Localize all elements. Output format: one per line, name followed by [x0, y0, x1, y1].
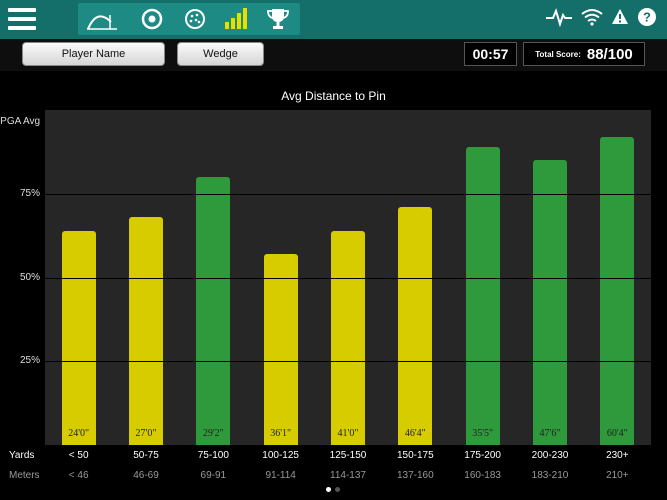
chart-bar[interactable]: 35'5" [465, 146, 500, 445]
chart-bar[interactable]: 24'0" [61, 230, 96, 445]
x-tick-label-yards: 75-100 [197, 450, 229, 461]
y-tick-label: 75% [19, 187, 40, 199]
x-tick-label-meters: 114-137 [330, 470, 366, 481]
bar-value-label: 35'5" [472, 428, 494, 439]
x-tick-label-meters: 46-69 [133, 470, 159, 481]
chart-bar[interactable]: 41'0" [331, 230, 365, 445]
x-tick-label-meters: 69-91 [200, 470, 227, 481]
x-tick-label-yards: 50-75 [133, 450, 159, 461]
session-timer: 00:57 [464, 42, 517, 66]
signal-bars-icon[interactable] [218, 3, 254, 35]
page-dot[interactable] [326, 487, 331, 492]
yards-row-label: Yards [9, 450, 35, 461]
total-score-box: Total Score: 88/100 [523, 42, 645, 66]
bar-value-label: 29'2" [202, 428, 224, 439]
gridline [45, 361, 651, 363]
y-tick-label: 50% [19, 271, 40, 283]
bar-value-label: 27'0" [135, 428, 157, 439]
x-tick-label-yards: 200-230 [531, 450, 569, 461]
chart-bar[interactable]: 36'1" [263, 254, 298, 445]
heartbeat-icon[interactable] [545, 7, 573, 32]
menu-icon[interactable] [8, 8, 36, 30]
x-tick-label-meters: 160-183 [464, 470, 501, 481]
help-icon[interactable]: ? [637, 7, 657, 32]
x-tick-label-yards: 150-175 [396, 450, 434, 461]
bar-value-label: 36'1" [270, 428, 292, 439]
top-bar: ? [0, 0, 667, 39]
warning-icon[interactable] [611, 8, 629, 31]
y-axis-label: PGA Avg [0, 116, 40, 127]
bar-value-label: 41'0" [337, 428, 359, 439]
trajectory-icon[interactable] [84, 3, 120, 35]
club-select-button[interactable]: Wedge [177, 42, 264, 66]
mode-selector [78, 3, 300, 35]
y-tick-label: 25% [19, 355, 40, 367]
page-dot[interactable] [335, 487, 340, 492]
target-icon[interactable] [134, 3, 170, 35]
gridline [45, 193, 651, 195]
meters-row-label: Meters [9, 470, 40, 481]
bar-value-label: 46'4" [404, 428, 426, 439]
bar-value-label: 47'6" [539, 428, 561, 439]
total-score-label: Total Score: [535, 49, 581, 59]
x-tick-label-meters: 137-160 [396, 470, 434, 481]
x-tick-label-meters: < 46 [68, 470, 89, 481]
toolbar: Player Name Wedge 00:57 Total Score: 88/… [0, 39, 667, 71]
golf-ball-icon[interactable] [177, 3, 213, 35]
total-score-value: 88/100 [586, 45, 633, 63]
chart-bar[interactable]: 46'4" [398, 207, 433, 445]
x-tick-label-meters: 91-114 [265, 470, 296, 481]
x-tick-label-yards: < 50 [68, 450, 89, 461]
bar-value-label: 60'4" [606, 428, 628, 439]
wifi-icon [581, 8, 603, 31]
x-tick-label-yards: 230+ [606, 450, 629, 461]
svg-text:?: ? [643, 9, 651, 24]
x-tick-label-meters: 183-210 [531, 470, 569, 481]
x-tick-label-yards: 100-125 [262, 450, 299, 461]
gridline [45, 277, 651, 279]
chart-bar[interactable]: 47'6" [533, 160, 567, 445]
chart-bar[interactable]: 60'4" [600, 136, 635, 445]
trophy-icon[interactable] [260, 3, 296, 35]
x-tick-label-meters: 210+ [606, 470, 629, 481]
chart-bar[interactable]: 27'0" [129, 217, 163, 445]
page-indicator[interactable] [326, 487, 340, 492]
chart-bar[interactable]: 29'2" [196, 177, 231, 445]
chart-title: Avg Distance to Pin [281, 89, 386, 103]
bar-value-label: 24'0" [68, 428, 90, 439]
player-name-button[interactable]: Player Name [22, 42, 165, 66]
x-tick-label-yards: 125-150 [329, 450, 367, 461]
x-tick-label-yards: 175-200 [464, 450, 501, 461]
